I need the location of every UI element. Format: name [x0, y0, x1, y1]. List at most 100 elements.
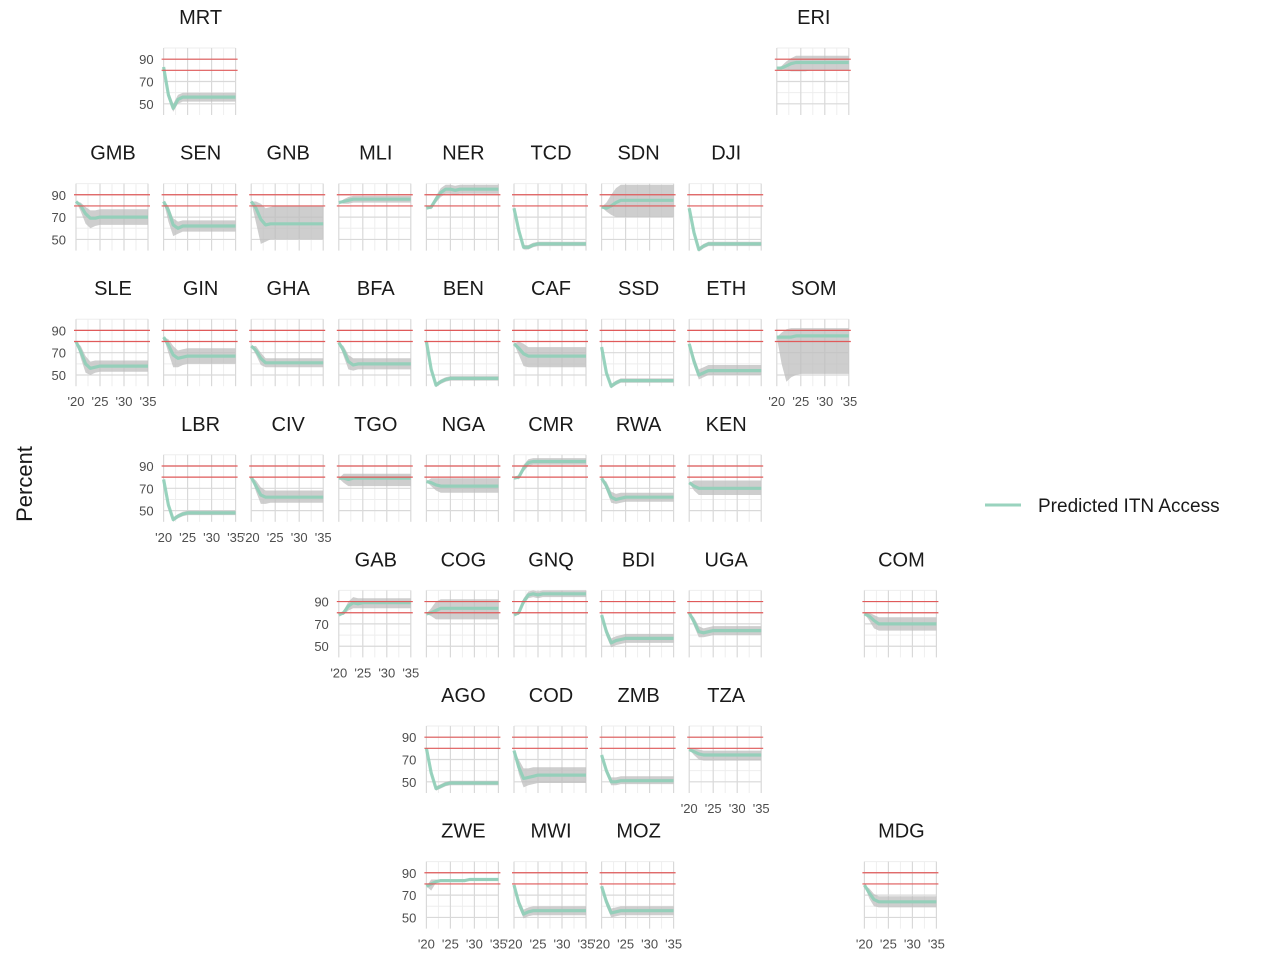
panel-sen: SEN [161, 143, 238, 251]
panel-gab: GAB 50 70 90 '20 '25 '30 '35 [314, 549, 419, 680]
uncertainty-ribbon [163, 479, 236, 522]
series-line [426, 480, 499, 488]
panel-gin: GIN [161, 278, 238, 387]
series-line [512, 750, 586, 781]
x-tick-label: '25 [354, 665, 371, 680]
panel-ben: BEN [424, 278, 501, 388]
y-tick-label: 50 [402, 775, 416, 790]
panel-lbr: LBR 50 70 90 '20 '25 '30 '35 [139, 414, 244, 545]
x-tick-label: '25 [92, 394, 109, 409]
uncertainty-ribbon [163, 67, 236, 112]
panel-ken: KEN [687, 414, 764, 522]
panel-mrt: MRT 50 70 90 [139, 7, 238, 115]
series-line [338, 476, 411, 481]
panel-title: COG [441, 549, 487, 571]
x-tick-label: '35 [928, 937, 945, 952]
x-tick-label: '25 [442, 937, 459, 952]
y-tick-label: 70 [139, 75, 153, 90]
panel-som: SOM '20 '25 '30 '35 [768, 278, 857, 409]
series-line [162, 66, 236, 110]
panel-title: MDG [878, 821, 925, 843]
series-line [512, 207, 586, 249]
panel-dji: DJI [687, 143, 764, 252]
panel-title: GIN [183, 278, 219, 300]
x-tick-label: '35 [315, 530, 332, 545]
panel-mli: MLI [336, 143, 413, 251]
x-tick-label: '20 [768, 394, 785, 409]
series-line [600, 614, 674, 645]
panel-zmb: ZMB [599, 685, 676, 793]
panel-rwa: RWA [599, 414, 676, 522]
panel-title: TZA [707, 685, 745, 707]
y-tick-label: 90 [139, 52, 153, 67]
panel-title: MOZ [616, 821, 660, 843]
panel-bfa: BFA [336, 278, 413, 387]
panel-title: UGA [705, 549, 749, 571]
panel-title: SEN [180, 143, 221, 165]
panel-ssd: SSD [599, 278, 676, 389]
panel-gha: GHA [249, 278, 326, 387]
panel-tgo: TGO [336, 414, 413, 522]
x-tick-label: '30 [203, 530, 220, 545]
panel-title: SOM [791, 278, 837, 300]
uncertainty-ribbon [864, 612, 937, 631]
y-tick-label: 90 [52, 323, 66, 338]
panel-com: COM [862, 549, 939, 658]
uncertainty-ribbon [601, 755, 674, 786]
y-tick-label: 90 [402, 866, 416, 881]
x-tick-label: '20 [68, 394, 85, 409]
panel-cod: COD [512, 685, 588, 793]
x-tick-label: '25 [267, 530, 284, 545]
panel-title: MRT [179, 7, 222, 29]
y-tick-label: 70 [52, 346, 66, 361]
panel-title: ZWE [441, 821, 485, 843]
x-tick-label: '30 [641, 937, 658, 952]
panel-mdg: MDG '20 '25 '30 '35 [856, 821, 945, 952]
panel-ago: AGO 50 70 90 [402, 685, 501, 793]
x-tick-label: '35 [140, 394, 157, 409]
series-line [424, 747, 499, 791]
y-tick-label: 50 [139, 97, 153, 112]
y-tick-label: 70 [314, 617, 328, 632]
panel-title: MLI [359, 143, 392, 165]
panel-sdn: SDN [599, 143, 676, 251]
panel-title: SLE [94, 278, 132, 300]
y-tick-label: 90 [139, 459, 153, 474]
panel-title: MWI [530, 821, 571, 843]
panel-moz: MOZ '20 '25 '30 '35 [593, 821, 682, 952]
x-tick-label: '25 [792, 394, 809, 409]
series-line [512, 342, 586, 358]
y-tick-label: 70 [52, 210, 66, 225]
series-line [687, 611, 762, 635]
x-tick-label: '25 [179, 530, 196, 545]
panel-title: TGO [354, 414, 397, 436]
facet-panels: MRT 50 70 90 ERI GMB 50 70 90 SEN GNB MLI NER TCD SDN D… [52, 7, 945, 952]
series-line [162, 479, 236, 522]
series-line [249, 476, 324, 499]
panel-cmr: CMR [512, 414, 588, 522]
x-tick-label: '30 [554, 937, 571, 952]
series-line [601, 198, 674, 210]
uncertainty-ribbon [163, 337, 236, 368]
uncertainty-ribbon [514, 458, 586, 480]
series-line [74, 200, 148, 220]
series-line [687, 343, 762, 377]
panel-mwi: MWI '20 '25 '30 '35 [506, 821, 595, 952]
series-line [863, 612, 937, 626]
series-line [425, 877, 499, 888]
series-line [863, 884, 937, 904]
panel-title: SSD [618, 278, 659, 300]
panel-title: DJI [711, 143, 741, 165]
panel-title: BEN [443, 278, 484, 300]
x-tick-label: '20 [243, 530, 260, 545]
panel-civ: CIV '20 '25 '30 '35 [243, 414, 332, 545]
panel-title: COD [529, 685, 573, 707]
x-tick-label: '20 [506, 937, 523, 952]
panel-title: SDN [617, 143, 659, 165]
panel-title: KEN [706, 414, 747, 436]
series-line [162, 200, 236, 230]
panel-eri: ERI [774, 7, 851, 115]
x-tick-label: '20 [155, 530, 172, 545]
y-tick-label: 50 [52, 232, 66, 247]
x-tick-label: '20 [418, 937, 435, 952]
